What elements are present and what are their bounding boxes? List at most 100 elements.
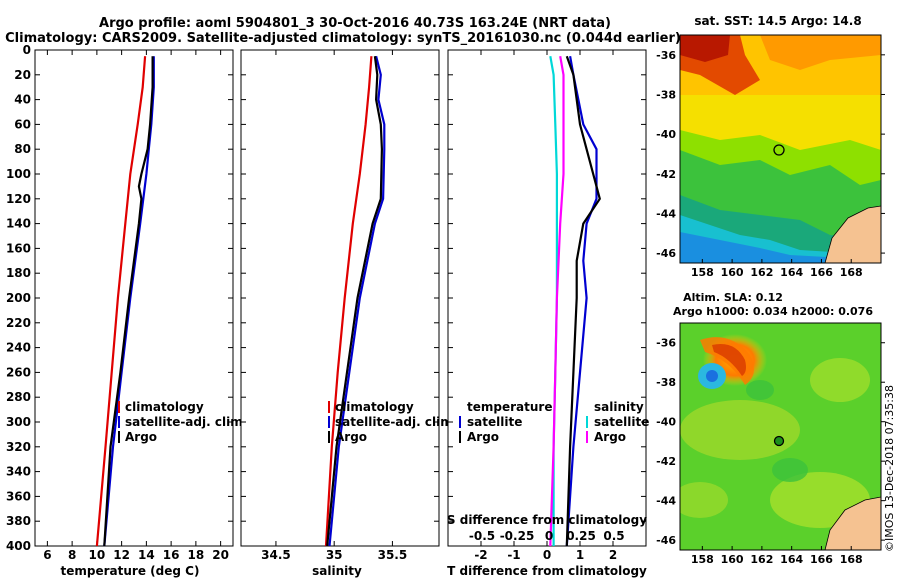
difference-series xyxy=(549,55,601,547)
lon-tick-label: 164 xyxy=(780,266,803,279)
lon-tick-label: 168 xyxy=(840,266,863,279)
series-line-argo xyxy=(326,56,383,547)
lat-tick-label: -36 xyxy=(656,49,676,62)
x-tick-label: 14 xyxy=(138,548,155,562)
sst-field xyxy=(680,35,881,263)
depth-tick-label: 260 xyxy=(6,365,31,379)
difference-panel: -2 -1 0 1 2 T difference from climatology S … xyxy=(447,49,649,578)
series-line-s-argo xyxy=(549,56,565,547)
lon-tick-label: 164 xyxy=(780,553,803,566)
depth-tick-label: 120 xyxy=(6,192,31,206)
legend-s-satellite-label: satellite xyxy=(594,415,649,429)
temperature-legend: climatology satellite-adj. clim. Argo xyxy=(118,400,247,444)
legend-s-argo-label: Argo xyxy=(594,430,626,444)
s-difference-tick-label: -0.5 xyxy=(469,529,495,543)
x-tick-label: 8 xyxy=(68,548,76,562)
lon-tick-label: 158 xyxy=(691,266,714,279)
depth-tick-label: 400 xyxy=(6,539,31,553)
x-tick-label: 6 xyxy=(43,548,51,562)
temperature-series xyxy=(95,56,155,547)
lat-tick-label: -44 xyxy=(656,207,676,220)
depth-tick-label: 380 xyxy=(6,514,31,528)
legend-s-title: salinity xyxy=(594,400,644,414)
lat-tick-label: -46 xyxy=(656,534,676,547)
difference-axes-frame xyxy=(447,49,647,547)
x-tick-label: 0 xyxy=(543,548,551,562)
sla-map-title: Altim. SLA: 0.12 xyxy=(683,291,783,304)
salinity-depth-ticks xyxy=(241,49,439,547)
lat-tick-label: -36 xyxy=(656,337,676,350)
lat-tick-label: -40 xyxy=(656,416,676,429)
sla-map-argo-heights: Argo h1000: 0.034 h2000: 0.076 xyxy=(673,305,873,318)
difference-depth-ticks xyxy=(448,49,646,547)
lat-tick-label: -38 xyxy=(656,376,676,389)
lat-tick-label: -38 xyxy=(656,88,676,101)
s-difference-tick-label: 0 xyxy=(545,529,553,543)
depth-tick-label: 160 xyxy=(6,241,31,255)
x-tick-label: 12 xyxy=(113,548,130,562)
sla-map: Altim. SLA: 0.12 Argo h1000: 0.034 h2000… xyxy=(656,291,885,566)
salinity-legend: climatology satellite-adj. clim. Argo xyxy=(328,400,457,444)
sst-map-title: sat. SST: 14.5 Argo: 14.8 xyxy=(694,14,861,28)
legend-t-argo-label: Argo xyxy=(467,430,499,444)
lon-tick-label: 160 xyxy=(721,266,744,279)
depth-axis: 0 20 40 60 80 100 120 140 160 180 200 220 240 260 280 3… xyxy=(6,43,233,553)
salinity-panel: 34.5 35 35.5 salinity climatology satellit… xyxy=(240,49,457,578)
x-tick-label: 35 xyxy=(326,548,343,562)
lon-tick-label: 160 xyxy=(721,553,744,566)
sla-lat-ticks: -36 -38 -40 -42 -44 -46 xyxy=(656,337,885,547)
series-line-t-argo xyxy=(565,55,601,547)
header-line-2: Climatology: CARS2009. Satellite-adjuste… xyxy=(5,31,681,46)
legend-climatology-label: climatology xyxy=(335,400,414,414)
depth-tick-label: 340 xyxy=(6,465,31,479)
x-tick-label: 2 xyxy=(609,548,617,562)
difference-x-axis: -2 -1 0 1 2 xyxy=(474,50,617,562)
lat-tick-label: -42 xyxy=(656,455,676,468)
s-difference-ticks: -0.5 -0.25 0 0.25 0.5 xyxy=(469,529,625,543)
lon-tick-label: 162 xyxy=(750,266,773,279)
legend-t-title: temperature xyxy=(467,400,552,414)
legend-argo-label: Argo xyxy=(335,430,367,444)
depth-tick-label: 220 xyxy=(6,316,31,330)
s-difference-tick-label: 0.5 xyxy=(603,529,624,543)
x-tick-label: 1 xyxy=(576,548,584,562)
x-tick-label: 18 xyxy=(188,548,205,562)
lon-tick-label: 166 xyxy=(810,266,833,279)
sla-argo-marker xyxy=(773,435,785,447)
sst-lat-ticks: -36 -38 -40 -42 -44 -46 xyxy=(656,49,885,260)
series-line-climatology xyxy=(324,56,373,547)
legend-t-satellite-label: satellite xyxy=(467,415,522,429)
x-tick-label: 16 xyxy=(163,548,180,562)
temperature-difference-legend: temperature satellite Argo xyxy=(459,400,552,444)
legend-satellite-label: satellite-adj. clim. xyxy=(125,415,247,429)
depth-tick-label: 180 xyxy=(6,266,31,280)
x-tick-label: -2 xyxy=(474,548,487,562)
series-line-satellite-adj-clim- xyxy=(103,56,155,547)
lon-tick-label: 168 xyxy=(840,553,863,566)
s-difference-tick-label: 0.25 xyxy=(566,529,596,543)
temperature-panel: 0 20 40 60 80 100 120 140 160 180 200 220 240 260 280 3… xyxy=(6,43,247,578)
depth-tick-label: 200 xyxy=(6,291,31,305)
x-tick-label: 34.5 xyxy=(261,548,291,562)
depth-tick-label: 280 xyxy=(6,390,31,404)
legend-climatology-label: climatology xyxy=(125,400,204,414)
depth-tick-label: 360 xyxy=(6,489,31,503)
salinity-x-axis: 34.5 35 35.5 xyxy=(261,50,407,562)
lat-tick-label: -46 xyxy=(656,247,676,260)
sst-map: sat. SST: 14.5 Argo: 14.8 -36 -38 -40 -42 -4… xyxy=(656,14,885,279)
imos-credit: ©IMOS 13-Dec-2018 07:35:38 xyxy=(883,385,896,552)
lon-tick-label: 162 xyxy=(750,553,773,566)
depth-tick-label: 60 xyxy=(14,117,31,131)
x-tick-label: 20 xyxy=(212,548,229,562)
sla-lon-ticks: 158 160 162 164 166 168 xyxy=(691,546,863,566)
lon-tick-label: 158 xyxy=(691,553,714,566)
depth-tick-label: 0 xyxy=(23,43,31,57)
lon-tick-label: 166 xyxy=(810,553,833,566)
legend-argo-label: Argo xyxy=(125,430,157,444)
temperature-x-label: temperature (deg C) xyxy=(61,564,200,578)
sst-lon-ticks: 158 160 162 164 166 168 xyxy=(691,259,863,279)
difference-x-label: T difference from climatology xyxy=(447,564,647,578)
depth-tick-label: 140 xyxy=(6,217,31,231)
salinity-x-label: salinity xyxy=(312,564,362,578)
